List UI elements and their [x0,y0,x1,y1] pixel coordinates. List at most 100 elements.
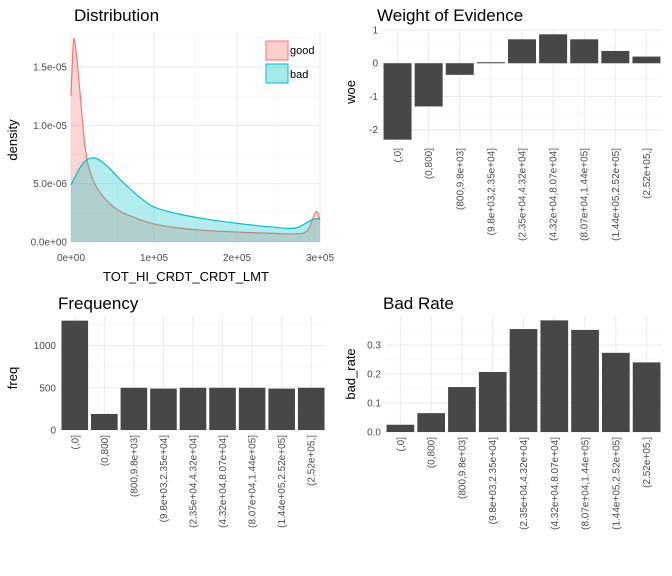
frequency-bars [61,320,325,430]
bar [414,63,443,107]
x-tick-label: (9.8e+03,2.35e+04] [486,148,497,236]
bar [539,34,568,64]
woe-y-ticks: -2 -1 0 1 [369,26,378,137]
bar [570,39,599,64]
bad-rate-title: Bad Rate [383,294,454,313]
x-tick-label: (4.32e+04,8.07e+04] [549,148,560,241]
distribution-legend: good bad [265,40,314,84]
bar [61,320,89,430]
x-tick-label: (1.44e+05,2.52e+05] [611,148,622,241]
bar [508,39,536,64]
density-line-good [70,37,321,235]
x-tick-label: (1.44e+05,2.52e+05] [611,437,622,530]
x-tick-label: (2.35e+04,4.32e+04] [189,435,200,528]
bad-rate-y-ticks: 0.0 0.1 0.2 0.3 [367,341,381,439]
woe-title: Weight of Evidence [377,6,523,25]
frequency-y-label: freq [5,367,20,389]
x-tick-label: (4.32e+04,8.07e+04] [218,435,229,528]
x-tick-label: (8.07e+04,1.44e+05] [248,435,259,528]
distribution-x-label: TOT_HI_CRDT_CRDT_LMT [103,269,269,284]
bar [571,329,599,432]
density-area-bad [71,157,320,242]
x-tick-label: (8.07e+04,1.44e+05] [581,437,592,530]
y-tick-label: 0.0e+00 [31,238,68,249]
x-tick-label: 3e+05 [306,253,335,264]
x-tick-label: (2.35e+04,4.32e+04] [518,148,529,241]
y-tick-label: 0.1 [367,399,381,410]
frequency-y-ticks: 0 500 1000 [34,341,57,436]
x-tick-label: (,0] [396,437,407,452]
x-tick-label: (800,9.8e+03] [457,437,468,499]
x-tick-label: (,0] [70,435,81,450]
y-tick-label: 1.5e-05 [33,63,67,74]
x-tick-label: (2.52e+05,] [307,435,318,486]
x-tick-label: 1e+05 [140,253,169,264]
distribution-x-ticks: 0e+00 1e+05 2e+05 3e+05 [57,253,335,264]
bad-rate-panel: Bad Rate 0.0 0.1 0.2 0.3 (,0] (0,800] (800,9.… [343,294,662,530]
bar [209,387,236,430]
bar [417,413,446,432]
distribution-panel: Distribution 0.0e+00 5.0e-06 1.0e-05 1.5e-0… [5,6,334,284]
x-tick-label: (4.32e+04,8.07e+04] [550,437,561,530]
bar [386,424,415,432]
legend-label-bad: bad [290,69,308,81]
x-tick-label: (9.8e+03,2.35e+04] [488,437,499,525]
frequency-title: Frequency [58,294,139,313]
bar [478,371,507,432]
bar [540,320,569,432]
distribution-y-ticks: 0.0e+00 5.0e-06 1.0e-05 1.5e-05 [31,63,68,249]
bar [120,387,148,430]
y-tick-label: 1 [372,26,378,37]
y-tick-label: 5.0e-06 [33,179,67,190]
bar [297,387,325,430]
bar [448,387,476,432]
distribution-areas [70,37,321,242]
y-tick-label: -1 [369,92,378,103]
bar [476,62,505,64]
distribution-y-label: density [5,119,20,161]
x-tick-label: (0,800] [100,435,111,466]
woe-x-ticks: (,0] (0,800] (800,9.8e+03] (9.8e+03,2.35e+0… [393,148,653,241]
bar [632,56,661,64]
y-tick-label: -2 [369,125,378,136]
x-tick-label: (800,9.8e+03] [455,148,466,210]
x-tick-label: (8.07e+04,1.44e+05] [580,148,591,241]
distribution-grid [70,32,321,243]
y-tick-label: 0 [50,426,56,437]
x-tick-label: (2.52e+05,] [642,148,653,199]
x-tick-label: (9.8e+03,2.35e+04] [159,435,170,523]
y-tick-label: 500 [39,383,56,394]
distribution-title: Distribution [74,6,159,25]
legend-key-bad [265,63,289,84]
legend-label-good: good [290,45,314,57]
x-tick-label: 0e+00 [57,253,86,264]
bad-rate-x-ticks: (,0] (0,800] (800,9.8e+03] (9.8e+03,2.35e+0… [396,437,653,530]
x-tick-label: (0,800] [424,148,435,179]
y-tick-label: 0 [372,59,378,70]
y-tick-label: 0.3 [367,341,381,352]
bar [601,50,630,64]
bar [91,413,118,430]
density-line-bad [70,157,321,230]
x-tick-label: 2e+05 [223,253,252,264]
y-tick-label: 1.0e-05 [33,121,67,132]
frequency-x-ticks: (,0] (0,800] (800,9.8e+03] (9.8e+03,2.35e+0… [70,435,317,528]
woe-bars [383,34,661,140]
woe-panel: Weight of Evidence -2 -1 0 1 (,0] (0,800] (80… [343,6,662,241]
x-tick-label: (,0] [393,148,404,163]
x-tick-label: (800,9.8e+03] [129,435,140,497]
x-tick-label: (2.52e+05,] [642,437,653,488]
density-area-good [71,38,320,242]
x-tick-label: (1.44e+05,2.52e+05] [277,435,288,528]
bar [601,352,630,432]
x-tick-label: (0,800] [427,437,438,468]
bar [632,362,661,432]
y-tick-label: 0.0 [367,428,381,439]
bad-rate-y-label: bad_rate [343,348,358,399]
y-tick-label: 1000 [34,341,57,352]
bar [383,63,412,140]
bar [268,388,295,430]
bar [509,329,538,432]
woe-y-label: woe [343,80,358,105]
